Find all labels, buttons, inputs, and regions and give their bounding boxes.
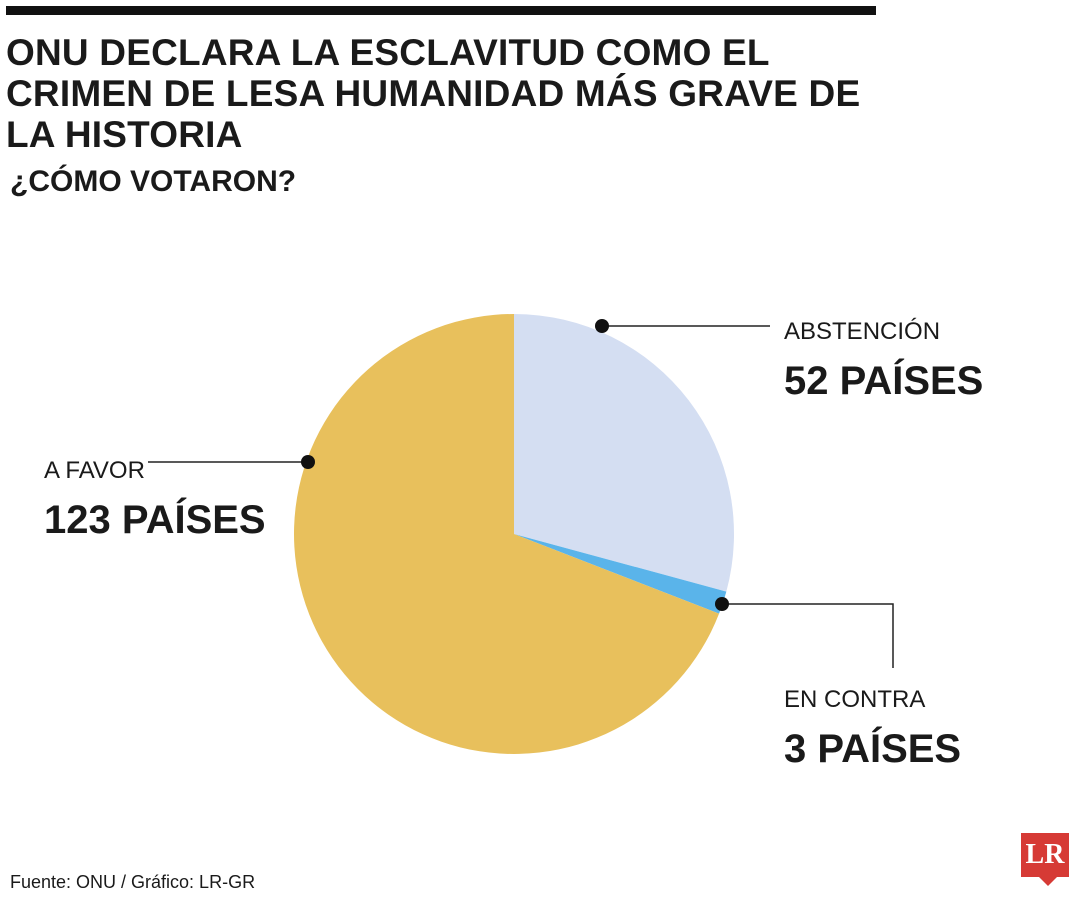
slice-label-1: EN CONTRA	[784, 686, 925, 713]
callout-dot-0	[595, 319, 609, 333]
slice-value-label-1: 3 PAÍSES	[784, 726, 961, 771]
slice-label-0: ABSTENCIÓN	[784, 318, 940, 345]
callout-dot-2	[301, 455, 315, 469]
chart-subtitle: ¿CÓMO VOTARON?	[10, 165, 297, 198]
slice-value-label-2: 123 PAÍSES	[44, 497, 266, 542]
callout-dot-1	[715, 597, 729, 611]
callout-line-1	[722, 603, 894, 668]
chart-title: ONU DECLARA LA ESCLAVITUD COMO EL CRIMEN…	[6, 32, 861, 155]
pie-slice-2	[294, 314, 720, 754]
top-rule	[6, 6, 876, 15]
slice-value-label-0: 52 PAÍSES	[784, 358, 983, 403]
pie-slice-1	[514, 534, 727, 614]
lr-logo: LR	[1021, 833, 1069, 877]
pie-slice-0	[514, 314, 735, 592]
lr-logo-tail	[1038, 876, 1058, 886]
slice-label-2: A FAVOR	[44, 457, 145, 484]
source-note: Fuente: ONU / Gráfico: LR-GR	[10, 872, 256, 892]
pie-callouts: ABSTENCIÓN 52 PAÍSES EN CONTRA 3 PAÍSES A FA…	[44, 318, 983, 771]
pie-slices	[294, 314, 735, 754]
